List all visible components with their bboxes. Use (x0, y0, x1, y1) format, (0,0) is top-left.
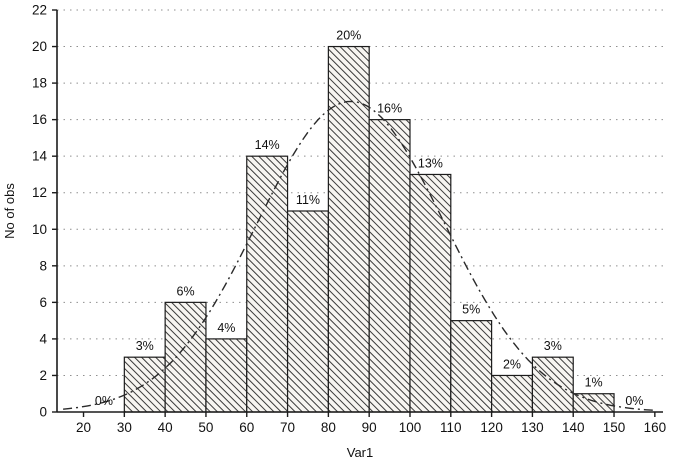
y-tick-label: 0 (39, 405, 47, 420)
bar-percent-label: 1% (585, 376, 603, 390)
histogram-bar (572, 393, 615, 413)
y-tick-label: 2 (39, 368, 47, 383)
bar-percent-label: 3% (544, 339, 562, 353)
y-tick-label: 12 (32, 185, 47, 200)
x-tick-label: 110 (440, 420, 462, 435)
x-tick-label: 40 (158, 420, 173, 435)
bar-percent-label: 6% (177, 284, 195, 298)
histogram-bar (491, 374, 534, 413)
x-tick-label: 50 (198, 420, 213, 435)
y-tick-label: 18 (32, 76, 47, 91)
x-tick-label: 140 (562, 420, 585, 435)
x-tick-label: 120 (480, 420, 503, 435)
x-tick-label: 90 (362, 420, 377, 435)
y-tick-label: 6 (39, 295, 47, 310)
y-tick-label: 14 (32, 149, 48, 164)
y-tick-label: 20 (32, 39, 47, 54)
histogram-bar (531, 356, 574, 413)
x-tick-label: 30 (117, 420, 132, 435)
plot-area: 0%3%6%4%14%11%20%16%13%5%2%3%1%0%20 30 40 5… (32, 3, 666, 436)
normal-curve (63, 100, 656, 412)
x-axis-title: Var1 (347, 445, 374, 460)
x-tick-label: 70 (280, 420, 295, 435)
y-tick-label: 10 (32, 222, 47, 237)
bar-percent-label: 11% (296, 193, 320, 207)
y-tick-label: 22 (32, 3, 47, 18)
y-axis-title: No of obs (2, 183, 17, 239)
x-tick-label: 60 (239, 420, 254, 435)
bar-percent-label: 0% (625, 394, 643, 408)
histogram-bar (164, 301, 207, 413)
histogram-bar (368, 119, 411, 413)
x-tick-label: 130 (521, 420, 544, 435)
bar-percent-label: 20% (336, 29, 361, 43)
histogram-bar (123, 356, 166, 413)
histogram-bar (409, 173, 452, 413)
x-tick-label: 150 (603, 420, 626, 435)
histogram-bar (450, 320, 493, 413)
bar-percent-label: 4% (217, 321, 235, 335)
y-tick-label: 16 (32, 112, 47, 127)
bar-percent-label: 16% (377, 102, 402, 116)
bar-percent-label: 5% (462, 303, 480, 317)
bar-percent-label: 13% (418, 156, 443, 170)
histogram-bar (205, 338, 248, 413)
histogram-bar (286, 210, 329, 413)
y-tick-label: 8 (39, 258, 47, 273)
bar-percent-label: 14% (255, 138, 280, 152)
x-tick-label: 160 (644, 420, 667, 435)
x-tick-label: 100 (399, 420, 422, 435)
x-tick-label: 20 (76, 420, 91, 435)
histogram-bar (327, 45, 370, 413)
bar-percent-label: 2% (503, 357, 521, 371)
y-tick-label: 4 (39, 331, 47, 346)
histogram-bar (246, 155, 289, 413)
x-tick-label: 80 (321, 420, 336, 435)
bar-percent-label: 3% (136, 339, 154, 353)
bar-percent-label: 0% (95, 394, 113, 408)
